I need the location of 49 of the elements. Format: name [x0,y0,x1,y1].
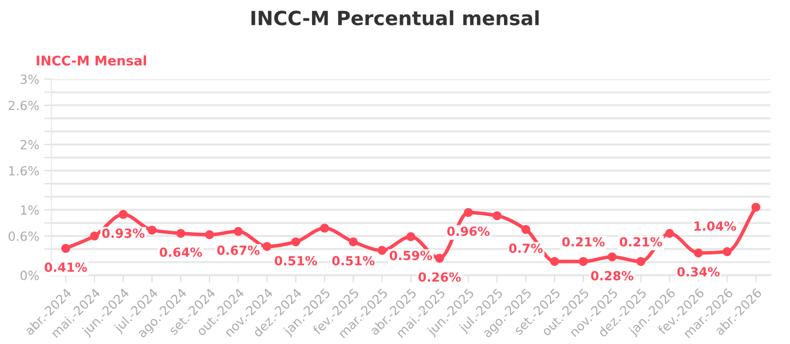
point [378,246,387,255]
point [147,226,156,235]
point [521,224,530,234]
data-label: 0.41% [44,262,88,272]
point [90,231,99,240]
point [464,208,473,217]
point [636,256,646,266]
y-tick-label: 0% [20,270,39,280]
data-label: 0.67% [217,246,260,255]
data-label: 0.93% [102,228,145,238]
data-label: 0.7% [509,244,543,254]
point [694,248,703,258]
data-label: 0.64% [160,247,202,257]
text: INCC-M Mensal [36,55,146,66]
point [578,256,588,266]
point [665,228,674,238]
point [234,226,243,236]
data-label: 0.51% [332,256,375,266]
data-label: 0.59% [390,250,432,260]
point [348,237,358,246]
chart-title: INCC-M Percentual mensal [251,10,539,26]
point [176,228,186,238]
y-tick-label: 1% [21,205,39,215]
y-tick-label: 2% [20,140,39,150]
point [205,230,214,240]
data-label: 0.21% [620,237,662,247]
y-tick-label: 1.6% [9,166,39,176]
point [492,211,502,220]
point [320,224,330,233]
data-label: 0.21% [562,237,605,247]
point [406,232,416,242]
point [118,210,128,219]
y-tick-label: 0.6% [8,231,39,241]
y-tick-label: 2.6% [8,100,39,110]
data-label: 0.96% [447,226,490,236]
point [291,237,300,246]
data-label: 0.51% [274,256,318,266]
data-label: 1.04% [694,221,736,231]
data-label: 0.34% [677,267,720,277]
point [751,202,760,212]
point [722,247,732,256]
point [435,254,444,263]
point [262,242,272,251]
data-label: 0.26% [418,272,461,282]
y-tick-label: 3% [20,74,39,84]
point [608,252,617,262]
point [550,256,560,266]
data-label: 0.28% [591,271,634,280]
point [61,244,70,253]
